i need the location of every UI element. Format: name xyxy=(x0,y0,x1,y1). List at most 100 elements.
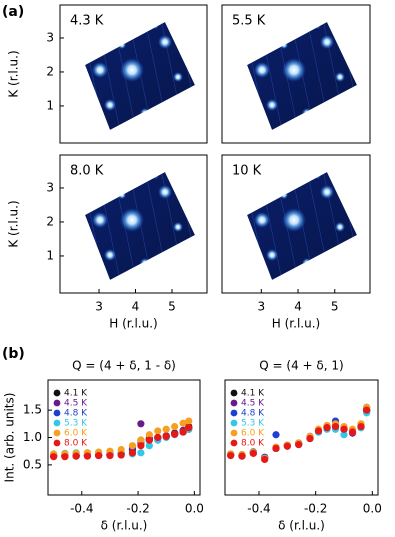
bragg-spot xyxy=(173,222,183,232)
x-tick-label: -0.4 xyxy=(247,502,270,516)
data-point xyxy=(363,406,371,414)
legend-label: 5.3 K xyxy=(241,419,265,429)
bragg-spot xyxy=(254,212,270,228)
legend-marker xyxy=(53,409,61,417)
data-point xyxy=(61,453,69,461)
y-axis-label: K (r.l.u.) xyxy=(7,50,21,97)
data-point xyxy=(117,451,125,459)
y-tick-label: 3 xyxy=(46,180,54,194)
x-tick-label: 4 xyxy=(294,300,302,314)
temperature-label: 5.5 K xyxy=(232,14,266,29)
bragg-spot xyxy=(266,99,278,111)
bragg-spot xyxy=(120,58,144,82)
legend-label: 5.3 K xyxy=(64,419,88,429)
legend-label: 4.8 K xyxy=(64,409,88,419)
data-point xyxy=(154,433,162,442)
x-axis-label: δ (r.l.u.) xyxy=(101,519,148,533)
y-tick-label: 1 xyxy=(46,248,54,262)
chart-title: Q = (4 + δ, 1) xyxy=(259,359,343,373)
data-point xyxy=(185,424,193,432)
legend-marker xyxy=(53,419,61,427)
x-tick-label: -0.2 xyxy=(126,502,149,516)
x-tick-label: 4 xyxy=(132,300,140,314)
x-tick-label: 0.0 xyxy=(185,502,204,516)
data-point xyxy=(272,431,280,439)
legend-marker xyxy=(230,389,238,397)
data-point xyxy=(106,451,114,460)
x-tick-label: 0.0 xyxy=(363,502,382,516)
y-axis-label: Int. (arb. units) xyxy=(3,393,17,483)
legend-label: 6.0 K xyxy=(241,429,265,439)
data-point xyxy=(128,449,137,457)
legend-label: 8.0 K xyxy=(241,439,265,449)
data-point xyxy=(171,430,179,438)
y-tick-label: 2 xyxy=(46,214,54,228)
legend-label: 4.1 K xyxy=(241,389,265,399)
data-point xyxy=(323,424,331,432)
data-point xyxy=(348,428,357,436)
bragg-spot xyxy=(158,35,172,49)
legend-marker xyxy=(53,389,61,397)
x-tick-label: 3 xyxy=(95,300,103,314)
legend-label: 4.5 K xyxy=(64,399,88,409)
bragg-spot xyxy=(335,72,345,82)
data-point xyxy=(249,449,257,457)
legend-label: 4.5 K xyxy=(241,399,265,409)
data-point xyxy=(179,419,187,427)
bragg-spot xyxy=(173,72,183,82)
data-point xyxy=(306,434,314,443)
bragg-spot xyxy=(266,249,278,261)
bragg-spot xyxy=(92,212,108,228)
x-tick-label: -0.4 xyxy=(70,502,93,516)
data-point xyxy=(272,444,280,453)
legend-marker xyxy=(53,439,61,447)
data-point xyxy=(162,432,170,441)
data-point xyxy=(185,417,193,425)
x-axis-label: δ (r.l.u.) xyxy=(278,519,325,533)
y-tick-label: 1 xyxy=(46,98,54,112)
x-tick-label: 5 xyxy=(168,300,176,314)
bragg-spot xyxy=(254,62,270,78)
data-point xyxy=(95,451,103,460)
data-point xyxy=(137,420,145,428)
data-point xyxy=(171,422,179,431)
diffraction-map xyxy=(85,172,195,280)
temperature-label: 4.3 K xyxy=(70,14,104,29)
data-point xyxy=(179,428,187,436)
data-point xyxy=(357,422,365,431)
y-tick-label: 0.5 xyxy=(23,457,42,471)
x-tick-label: -0.2 xyxy=(304,502,327,516)
legend-marker xyxy=(53,399,61,407)
x-axis-label: H (r.l.u.) xyxy=(109,317,157,331)
data-point xyxy=(340,431,348,439)
x-tick-label: 3 xyxy=(257,300,265,314)
bragg-spot xyxy=(282,208,306,232)
data-point xyxy=(154,427,162,435)
legend-marker xyxy=(53,429,61,437)
temperature-label: 10 K xyxy=(232,164,262,179)
data-point xyxy=(137,442,145,450)
y-tick-label: 3 xyxy=(46,30,54,44)
legend-marker xyxy=(230,439,238,447)
data-point xyxy=(128,442,137,450)
panel-label: (a) xyxy=(2,4,24,20)
data-point xyxy=(137,449,145,457)
data-point xyxy=(117,445,125,454)
plot-frame xyxy=(224,379,379,496)
data-point xyxy=(145,442,153,450)
data-point xyxy=(162,425,170,433)
data-point xyxy=(295,441,303,449)
panel-label: (b) xyxy=(2,346,25,362)
y-axis-label: K (r.l.u.) xyxy=(7,200,21,247)
data-point xyxy=(283,442,291,450)
bragg-spot xyxy=(92,62,108,78)
temperature-label: 8.0 K xyxy=(70,164,104,179)
bragg-spot xyxy=(320,185,334,199)
legend-marker xyxy=(230,399,238,407)
bragg-spot xyxy=(158,185,172,199)
bragg-spot xyxy=(104,249,116,261)
bragg-spot xyxy=(320,35,334,49)
data-point xyxy=(83,452,92,460)
data-point xyxy=(331,422,340,431)
